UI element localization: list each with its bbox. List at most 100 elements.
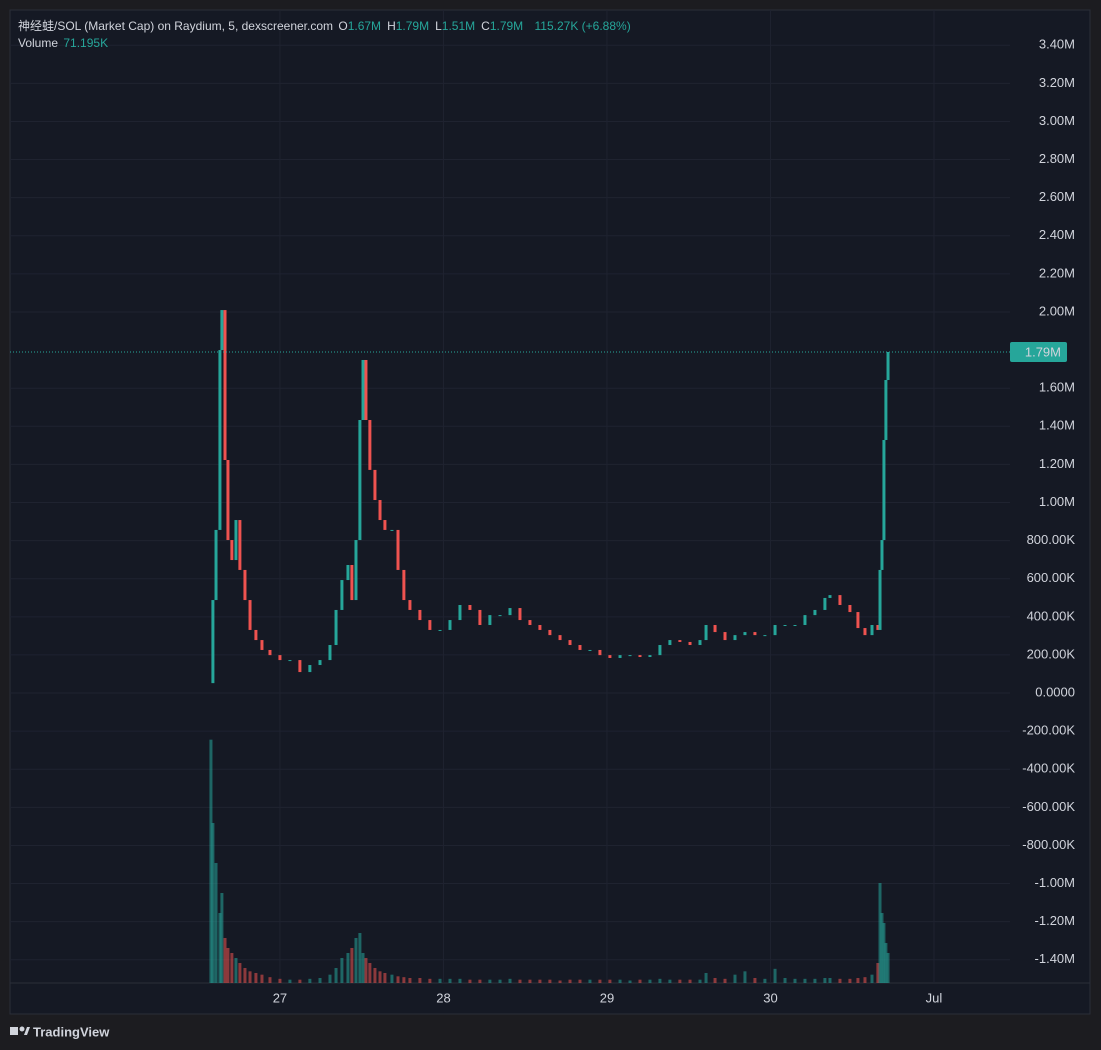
volume-bar <box>548 979 552 983</box>
y-tick-label: -1.40M <box>1035 951 1075 966</box>
candle-body <box>354 540 358 601</box>
candle-body <box>668 640 672 646</box>
candle-body <box>558 635 562 641</box>
candle-body <box>863 628 867 636</box>
candle-body <box>838 595 842 606</box>
volume-bar <box>704 973 708 983</box>
volume-bar <box>813 978 817 983</box>
volume-bar <box>478 979 482 983</box>
x-tick-label: 27 <box>273 990 287 1005</box>
volume-bar <box>498 979 502 983</box>
y-tick-label: 2.00M <box>1039 303 1075 318</box>
candle-body <box>704 625 708 641</box>
candle-body <box>438 629 442 631</box>
candle-body <box>753 632 757 636</box>
logo: TradingView <box>10 1024 110 1039</box>
y-tick-label: 800.00K <box>1027 532 1076 547</box>
candle-body <box>368 420 372 470</box>
volume-bar <box>508 978 512 983</box>
volume-bar <box>402 977 406 983</box>
volume-bar <box>568 979 572 983</box>
title: 神经蛙/SOL (Market Cap) on Raydium, 5, dexs… <box>18 19 334 33</box>
volume-bar <box>578 979 582 983</box>
logo-icon <box>24 1027 30 1035</box>
volume-bar <box>618 979 622 983</box>
candle-body <box>856 612 860 629</box>
candle-body <box>340 580 344 610</box>
candle-body <box>238 520 242 570</box>
candle-body <box>458 605 462 621</box>
candle-body <box>743 632 747 636</box>
y-tick-label: -400.00K <box>1022 761 1075 776</box>
ohlc-label: H <box>387 19 396 33</box>
y-tick-label: 3.00M <box>1039 113 1075 128</box>
volume-bar <box>870 974 874 983</box>
volume-bar <box>373 968 377 983</box>
volume-bar <box>364 958 368 983</box>
candle-body <box>578 645 582 650</box>
candle-body <box>882 440 886 541</box>
volume-bar <box>334 968 338 983</box>
y-tick-label: 1.40M <box>1039 418 1075 433</box>
volume-bar <box>803 978 807 983</box>
volume-bar <box>783 978 787 983</box>
volume-bar <box>298 979 302 983</box>
volume-bar <box>234 958 238 983</box>
candle-body <box>678 640 682 642</box>
candle-body <box>518 608 522 621</box>
candle-body <box>418 609 422 621</box>
volume-bar <box>211 823 215 983</box>
candle-body <box>886 351 890 380</box>
volume-bar <box>698 979 702 983</box>
y-tick-label: -1.00M <box>1035 875 1075 890</box>
volume-bar <box>773 968 777 983</box>
volume-bar <box>753 978 757 983</box>
volume-bar <box>396 976 400 983</box>
y-tick-label: 2.20M <box>1039 265 1075 280</box>
logo-icon <box>19 1026 25 1032</box>
volume-bar <box>488 979 492 983</box>
volume-bar <box>354 938 358 983</box>
volume-bar <box>238 963 242 983</box>
candle-body <box>248 600 252 630</box>
ohlc-value: 1.51M <box>441 19 476 33</box>
volume-bar <box>518 979 522 983</box>
volume-bar <box>368 963 372 983</box>
candle-body <box>783 625 787 627</box>
volume-bar <box>723 978 727 983</box>
candle-body <box>364 359 368 421</box>
candle-body <box>390 529 394 531</box>
y-tick-label: 1.60M <box>1039 380 1075 395</box>
candle-body <box>243 569 247 601</box>
volume-bar <box>254 973 258 983</box>
volume-bar <box>886 953 890 983</box>
volume-bar <box>223 938 227 983</box>
volume-bar <box>878 883 882 983</box>
volume-bar <box>378 971 382 983</box>
candle-body <box>713 625 717 633</box>
volume-bar <box>438 978 442 983</box>
candle-body <box>278 655 282 661</box>
candle-body <box>448 620 452 630</box>
y-tick-label: -600.00K <box>1022 799 1075 814</box>
volume-bar <box>678 979 682 983</box>
candle-body <box>568 640 572 646</box>
volume-bar <box>876 963 880 983</box>
candle-body <box>234 520 238 561</box>
volume-bar <box>278 978 282 983</box>
ohlc: O1.67M H1.79M L1.51M C1.79M <box>338 19 529 33</box>
ohlc-value: 1.79M <box>395 19 430 33</box>
volume-bar <box>214 863 218 983</box>
candle-body <box>226 460 230 541</box>
candle-body <box>878 569 882 630</box>
candle-body <box>488 615 492 626</box>
volume-bar <box>268 977 272 983</box>
candle-body <box>498 615 502 617</box>
candle-body <box>618 655 622 658</box>
candle-body <box>658 645 662 656</box>
volume-bar <box>209 739 213 983</box>
ohlc-label: C <box>481 19 490 33</box>
y-tick-label: 400.00K <box>1027 608 1076 623</box>
legend: 神经蛙/SOL (Market Cap) on Raydium, 5, dexs… <box>18 18 633 52</box>
